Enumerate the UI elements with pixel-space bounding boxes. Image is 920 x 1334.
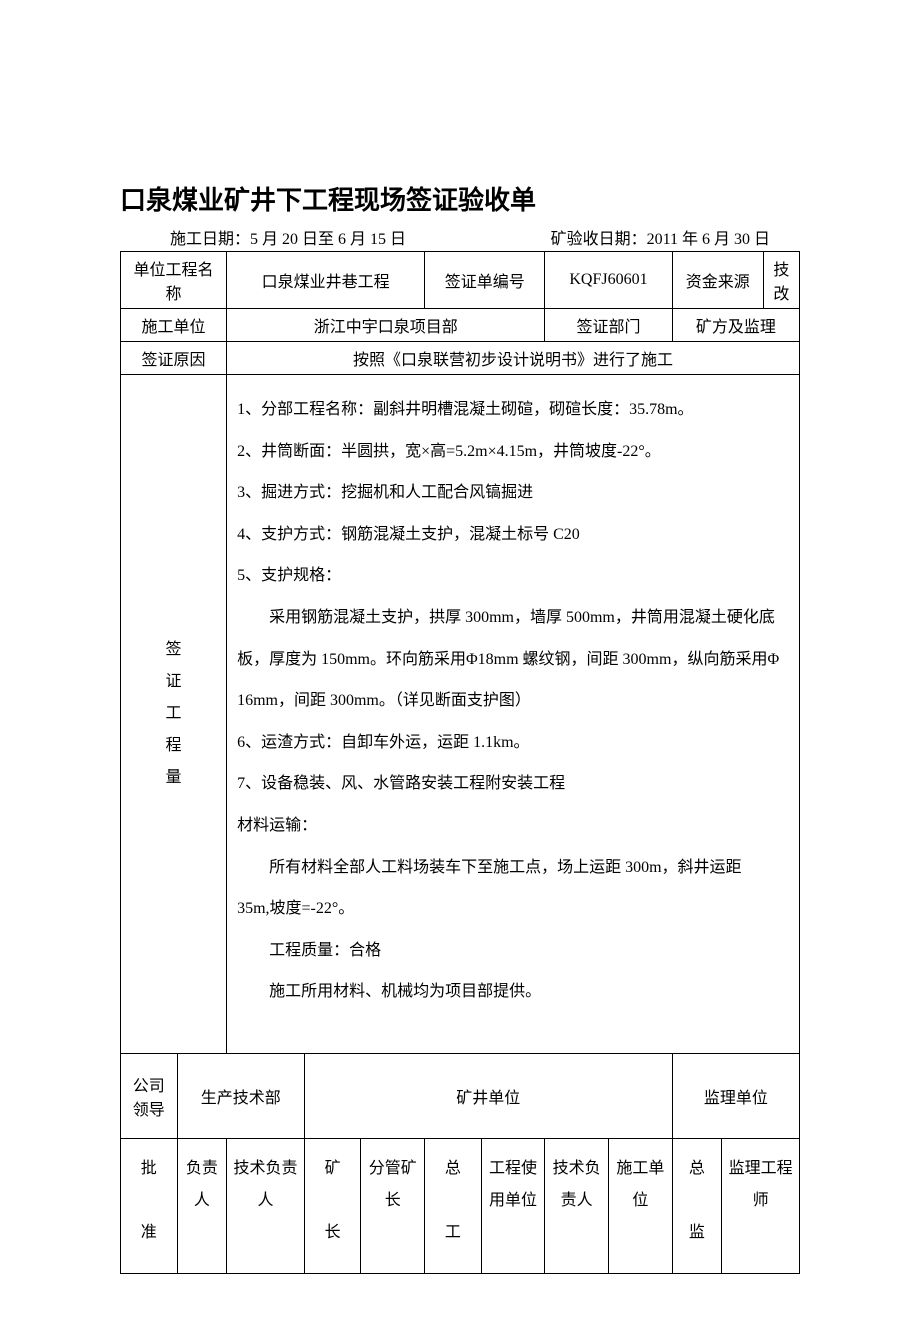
company-leader-header: 公司领导 <box>121 1053 178 1138</box>
inspection-date-value: 2011 年 6 月 30 日 <box>647 231 770 248</box>
quantity-label-line: 签 <box>127 634 220 666</box>
role-chief-engineer: 总 工 <box>425 1138 482 1273</box>
project-name: 口泉煤业井巷工程 <box>227 252 425 309</box>
role-supervision-engineer: 监理工程师 <box>722 1138 800 1273</box>
role-approve: 批 准 <box>121 1138 178 1273</box>
inspection-date-label: 矿验收日期： <box>551 231 647 248</box>
dept: 矿方及监理 <box>672 309 799 342</box>
content-line: 16mm，间距 300mm。（详见断面支护图） <box>237 680 789 722</box>
content-line: 采用钢筋混凝土支护，拱厚 300mm，墙厚 500mm，井筒用混凝土硬化底 <box>237 597 789 639</box>
quantity-content: 1、分部工程名称：副斜井明槽混凝土砌碹，砌碹长度：35.78m。 2、井筒断面：… <box>227 375 800 1054</box>
role-chief-supervisor: 总 监 <box>672 1138 722 1273</box>
quantity-label: 签 证 工 程 量 <box>121 375 227 1054</box>
fund-source: 技改 <box>763 252 799 309</box>
construction-date-label: 施工日期： <box>170 231 250 248</box>
signature-header-row: 公司领导 生产技术部 矿井单位 监理单位 <box>121 1053 800 1138</box>
role-construction-unit: 施工单位 <box>609 1138 673 1273</box>
project-name-label: 单位工程名称 <box>121 252 227 309</box>
content-line: 材料运输： <box>237 805 789 847</box>
cert-no-label: 签证单编号 <box>425 252 545 309</box>
contractor-label: 施工单位 <box>121 309 227 342</box>
role-tech-responsible-2: 技术负责人 <box>545 1138 609 1273</box>
supervision-unit-header: 监理单位 <box>672 1053 799 1138</box>
role-mine-chief: 矿 长 <box>304 1138 361 1273</box>
inspection-date: 矿验收日期：2011 年 6 月 30 日 <box>551 225 770 249</box>
quantity-label-line: 程 <box>127 730 220 762</box>
mine-unit-header: 矿井单位 <box>304 1053 672 1138</box>
document-title: 口泉煤业矿井下工程现场签证验收单 <box>120 180 800 217</box>
quantity-label-line: 工 <box>127 698 220 730</box>
reason: 按照《口泉联营初步设计说明书》进行了施工 <box>227 342 800 375</box>
quantity-label-line: 证 <box>127 666 220 698</box>
role-deputy-chief: 分管矿长 <box>361 1138 425 1273</box>
role-row: 批 准 负责人 技术负责人 矿 长 分管矿长 总 工 工程使用单位 技术负责人 … <box>121 1138 800 1273</box>
role-usage-unit: 工程使用单位 <box>481 1138 545 1273</box>
content-line: 施工所用材料、机械均为项目部提供。 <box>237 971 789 1013</box>
main-table: 单位工程名称 口泉煤业井巷工程 签证单编号 KQFJ60601 资金来源 技改 … <box>120 251 800 1274</box>
role-responsible: 负责人 <box>177 1138 227 1273</box>
content-line: 板，厚度为 150mm。环向筋采用Φ18mm 螺纹钢，间距 300mm，纵向筋采… <box>237 639 789 681</box>
content-line: 3、掘进方式：挖掘机和人工配合风镐掘进 <box>237 472 789 514</box>
row-project: 单位工程名称 口泉煤业井巷工程 签证单编号 KQFJ60601 资金来源 技改 <box>121 252 800 309</box>
content-line: 2、井筒断面：半圆拱，宽×高=5.2m×4.15m，井筒坡度-22°。 <box>237 431 789 473</box>
content-line: 5、支护规格： <box>237 555 789 597</box>
row-reason: 签证原因 按照《口泉联营初步设计说明书》进行了施工 <box>121 342 800 375</box>
content-line: 35m,坡度=-22°。 <box>237 888 789 930</box>
dept-label: 签证部门 <box>545 309 672 342</box>
contractor: 浙江中宇口泉项目部 <box>227 309 545 342</box>
row-quantity: 签 证 工 程 量 1、分部工程名称：副斜井明槽混凝土砌碹，砌碹长度：35.78… <box>121 375 800 1054</box>
content-line: 所有材料全部人工料场装车下至施工点，场上运距 300m，斜井运距 <box>237 847 789 889</box>
reason-label: 签证原因 <box>121 342 227 375</box>
construction-date: 施工日期：5 月 20 日至 6 月 15 日 <box>170 225 406 249</box>
content-line: 1、分部工程名称：副斜井明槽混凝土砌碹，砌碹长度：35.78m。 <box>237 389 789 431</box>
date-row: 施工日期：5 月 20 日至 6 月 15 日 矿验收日期：2011 年 6 月… <box>120 225 800 249</box>
content-line: 工程质量：合格 <box>237 930 789 972</box>
row-contractor: 施工单位 浙江中宇口泉项目部 签证部门 矿方及监理 <box>121 309 800 342</box>
fund-source-label: 资金来源 <box>672 252 763 309</box>
content-line: 7、设备稳装、风、水管路安装工程附安装工程 <box>237 763 789 805</box>
quantity-label-line: 量 <box>127 762 220 794</box>
content-line: 6、运渣方式：自卸车外运，运距 1.1km。 <box>237 722 789 764</box>
production-tech-header: 生产技术部 <box>177 1053 304 1138</box>
role-tech-responsible: 技术负责人 <box>227 1138 305 1273</box>
content-line: 4、支护方式：钢筋混凝土支护，混凝土标号 C20 <box>237 514 789 556</box>
cert-no: KQFJ60601 <box>545 252 672 309</box>
construction-date-value: 5 月 20 日至 6 月 15 日 <box>250 231 406 248</box>
